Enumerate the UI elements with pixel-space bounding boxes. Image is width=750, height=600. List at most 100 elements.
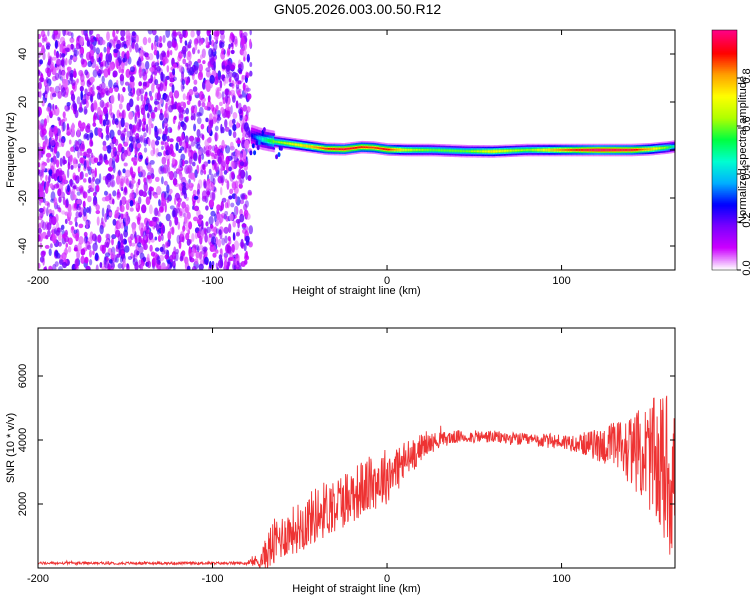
ridge-cell xyxy=(380,147,383,150)
noise-cell xyxy=(137,242,142,248)
noise-cell xyxy=(173,90,180,99)
colorbar-swatch xyxy=(712,76,737,79)
colorbar-swatch xyxy=(712,44,737,47)
noise-cell xyxy=(113,36,118,42)
ridge-cell xyxy=(277,141,280,143)
noise-cell xyxy=(217,238,222,248)
noise-cell xyxy=(120,213,124,220)
colorbar-swatch xyxy=(712,48,737,51)
noise-cell xyxy=(164,110,167,118)
noise-cell xyxy=(159,82,164,92)
ridge-cell xyxy=(645,148,648,151)
noise-cell xyxy=(164,254,169,260)
noise-cell xyxy=(139,134,144,143)
noise-cell xyxy=(198,63,203,72)
noise-cell xyxy=(197,217,203,226)
noise-cell xyxy=(122,168,126,174)
noise-cell xyxy=(178,111,182,119)
ridge-cell xyxy=(393,148,396,151)
noise-cell xyxy=(38,150,42,161)
noise-cell xyxy=(177,105,182,113)
noise-cell xyxy=(91,84,95,93)
noise-cell xyxy=(106,66,111,73)
colorbar-swatch xyxy=(712,206,737,209)
noise-cell xyxy=(106,173,112,181)
noise-cell xyxy=(58,133,62,142)
colorbar-swatch xyxy=(712,30,737,33)
noise-cell xyxy=(138,189,144,197)
noise-cell xyxy=(61,53,66,58)
noise-cell xyxy=(169,138,174,143)
colorbar-swatch xyxy=(712,90,737,93)
noise-cell xyxy=(179,255,184,262)
noise-cell xyxy=(205,36,209,46)
noise-cell xyxy=(40,219,45,229)
noise-cell xyxy=(202,60,206,65)
colorbar-tick-label: 0.2 xyxy=(741,212,750,227)
noise-cell xyxy=(149,160,155,165)
noise-cell xyxy=(166,197,170,203)
ridge-cell xyxy=(343,148,346,151)
noise-cell xyxy=(136,143,142,149)
noise-cell xyxy=(110,179,116,188)
noise-cell xyxy=(130,179,136,184)
noise-cell xyxy=(228,43,231,50)
noise-cell xyxy=(244,131,250,139)
colorbar-swatch xyxy=(712,130,737,133)
noise-cell xyxy=(181,201,187,209)
noise-cell xyxy=(42,34,47,42)
ridge-cell xyxy=(517,149,520,152)
noise-cell xyxy=(106,31,110,41)
noise-cell xyxy=(137,165,143,173)
noise-cell xyxy=(215,104,219,112)
noise-cell xyxy=(68,139,72,145)
noise-cell xyxy=(38,228,42,234)
noise-cell xyxy=(51,56,57,61)
noise-cell xyxy=(167,263,170,268)
noise-cell xyxy=(166,65,170,73)
noise-cell xyxy=(128,111,134,120)
noise-cell xyxy=(230,42,234,48)
noise-cell xyxy=(115,229,121,238)
noise-cell xyxy=(55,229,60,236)
noise-cell xyxy=(203,181,207,189)
noise-cell xyxy=(225,145,231,154)
ridge-cell xyxy=(285,142,288,144)
noise-cell xyxy=(227,257,231,267)
colorbar-swatch xyxy=(712,150,737,153)
colorbar-swatch xyxy=(712,178,737,181)
ridge-cell xyxy=(402,149,405,151)
ridge-cell xyxy=(462,150,465,152)
noise-cell xyxy=(48,128,54,138)
noise-cell xyxy=(161,196,167,207)
ridge-cell xyxy=(539,149,542,151)
colorbar-swatch xyxy=(712,146,737,149)
ridge-cell xyxy=(582,149,585,151)
noise-cell xyxy=(243,56,246,62)
noise-cell xyxy=(98,173,102,184)
ridge-cell xyxy=(411,149,414,151)
noise-cell xyxy=(146,220,150,231)
noise-cell xyxy=(232,95,236,103)
noise-cell xyxy=(54,105,58,110)
colorbar-swatch xyxy=(712,80,737,83)
noise-cell xyxy=(200,169,204,176)
ridge-cell xyxy=(312,146,315,148)
noise-cell xyxy=(142,36,148,46)
noise-cell xyxy=(183,216,188,224)
noise-cell xyxy=(75,221,78,227)
ridge-cell xyxy=(628,149,631,151)
ridge-cell xyxy=(575,149,579,151)
noise-cell xyxy=(231,80,235,89)
ridge-cell xyxy=(566,149,569,151)
noise-cell xyxy=(204,256,209,265)
noise-cell xyxy=(62,155,66,166)
noise-cell xyxy=(224,235,228,244)
noise-cell xyxy=(157,235,162,242)
noise-cell xyxy=(53,125,58,135)
colorbar-swatch xyxy=(712,128,737,131)
noise-cell xyxy=(113,38,116,49)
noise-cell xyxy=(118,65,122,74)
colorbar-swatch xyxy=(712,170,737,173)
noise-cell xyxy=(146,260,152,269)
